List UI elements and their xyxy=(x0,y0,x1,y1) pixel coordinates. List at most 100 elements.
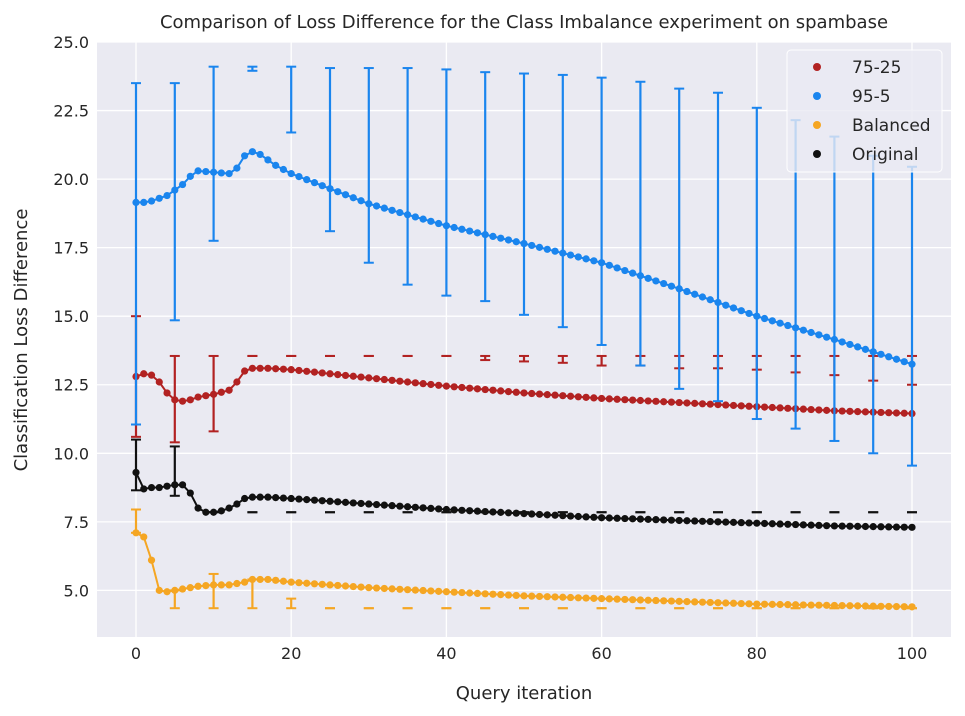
data-point xyxy=(489,386,497,394)
legend-label: 75-25 xyxy=(852,58,901,78)
data-point xyxy=(365,374,373,382)
legend-marker xyxy=(813,92,821,100)
data-point xyxy=(411,586,419,594)
data-point xyxy=(489,232,497,240)
data-point xyxy=(272,494,280,502)
series-original xyxy=(131,438,917,531)
legend-marker xyxy=(813,150,821,158)
data-point xyxy=(885,602,893,611)
data-point xyxy=(644,596,652,604)
data-point xyxy=(497,591,505,599)
data-point xyxy=(318,182,326,190)
data-point xyxy=(210,168,218,176)
data-point xyxy=(784,404,792,412)
y-tick-label: 10.0 xyxy=(53,444,89,463)
data-point xyxy=(698,293,707,301)
data-point xyxy=(388,585,396,593)
data-point xyxy=(512,388,520,396)
data-point xyxy=(334,498,342,506)
data-point xyxy=(846,340,854,349)
x-axis-label: Query iteration xyxy=(456,683,592,704)
data-point xyxy=(248,575,256,584)
data-point xyxy=(675,516,683,525)
data-point xyxy=(636,515,645,523)
data-point xyxy=(528,389,536,398)
data-point xyxy=(272,365,280,373)
data-point xyxy=(823,522,831,530)
data-point xyxy=(714,298,722,307)
data-point xyxy=(303,176,311,184)
data-point xyxy=(660,516,668,524)
data-point xyxy=(233,164,241,172)
data-point xyxy=(217,507,225,515)
data-point xyxy=(760,314,769,323)
data-point xyxy=(178,481,187,489)
data-point xyxy=(792,601,800,609)
data-point xyxy=(372,500,381,509)
data-point xyxy=(520,510,528,518)
data-point xyxy=(287,170,295,178)
data-point xyxy=(792,324,800,332)
data-point xyxy=(582,393,590,401)
data-point xyxy=(365,500,373,508)
data-point xyxy=(520,592,528,600)
data-point xyxy=(683,287,691,296)
series-95-5 xyxy=(131,65,917,467)
data-point xyxy=(140,370,148,378)
data-point xyxy=(753,312,761,320)
data-point xyxy=(652,277,660,285)
data-point xyxy=(838,407,846,415)
data-point xyxy=(535,243,544,251)
data-point xyxy=(372,202,381,210)
data-point xyxy=(574,594,582,602)
data-point xyxy=(535,510,544,519)
data-point xyxy=(629,515,637,523)
data-point xyxy=(815,406,823,414)
data-point xyxy=(217,581,225,589)
data-point xyxy=(768,403,776,412)
data-point xyxy=(861,345,870,353)
data-point xyxy=(349,194,357,202)
data-point xyxy=(450,588,458,596)
data-point xyxy=(838,522,846,530)
data-point xyxy=(629,396,637,404)
data-point xyxy=(722,301,730,309)
data-point xyxy=(551,247,559,255)
data-point xyxy=(372,375,381,383)
data-point xyxy=(163,191,171,200)
x-tick-label: 60 xyxy=(591,644,611,663)
data-point xyxy=(326,497,334,505)
legend-label: Balanced xyxy=(852,116,931,136)
data-point xyxy=(435,505,443,513)
data-point xyxy=(869,602,877,610)
data-point xyxy=(427,217,435,225)
data-point xyxy=(605,595,613,603)
data-point xyxy=(279,165,288,174)
data-point xyxy=(504,236,513,244)
data-point xyxy=(760,600,769,608)
data-point xyxy=(132,198,140,206)
data-point xyxy=(512,238,520,246)
data-point xyxy=(140,485,148,493)
data-point xyxy=(582,513,590,521)
data-point xyxy=(528,592,536,600)
data-point xyxy=(768,317,776,325)
data-point xyxy=(745,600,753,608)
data-point xyxy=(396,208,404,217)
data-point xyxy=(210,390,218,398)
data-point xyxy=(559,512,567,520)
data-point xyxy=(241,367,249,375)
data-point xyxy=(667,597,676,605)
data-point xyxy=(396,377,404,385)
data-point xyxy=(613,264,621,272)
data-point xyxy=(900,603,908,611)
data-point xyxy=(303,496,311,504)
data-point xyxy=(341,371,350,380)
data-point xyxy=(241,152,249,160)
data-point xyxy=(598,394,606,403)
data-point xyxy=(737,519,745,527)
data-point xyxy=(683,517,691,525)
data-point xyxy=(605,514,613,522)
data-point xyxy=(892,355,901,363)
data-point xyxy=(706,598,714,607)
